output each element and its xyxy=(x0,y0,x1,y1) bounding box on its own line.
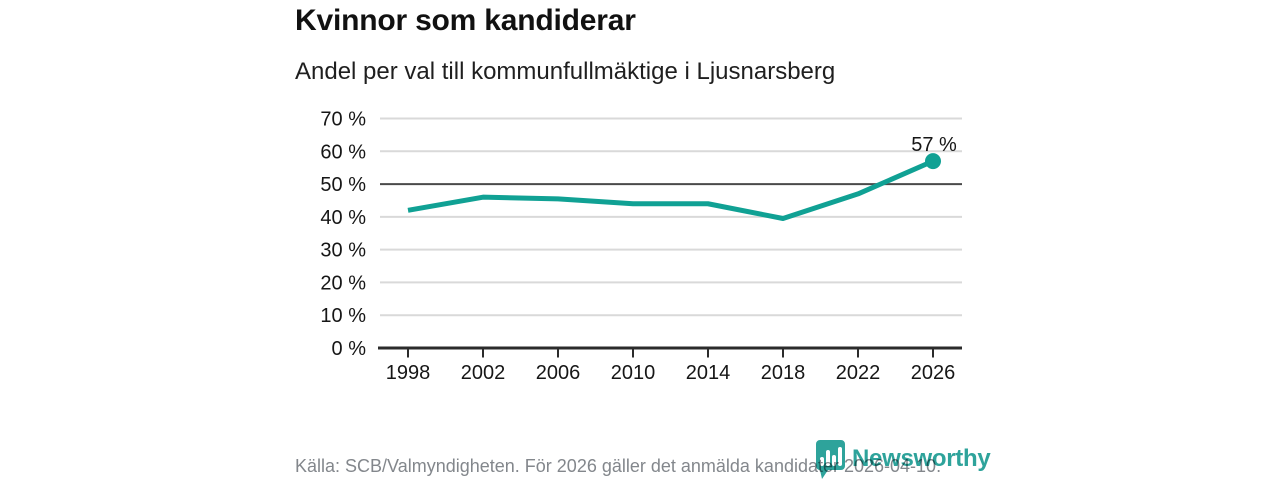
x-axis-label: 2018 xyxy=(761,362,806,384)
logo-bar xyxy=(820,457,824,466)
source-note: Källa: SCB/Valmyndigheten. För 2026 gäll… xyxy=(295,456,942,476)
logo-bar xyxy=(838,447,842,466)
logo-bubble xyxy=(816,440,845,479)
newsworthy-icon xyxy=(816,440,845,479)
data-line xyxy=(407,158,935,221)
chart-title: Kvinnor som kandiderar xyxy=(295,4,636,37)
end-point-label: 57 % xyxy=(911,134,957,156)
logo-bar xyxy=(832,455,836,466)
x-axis-label: 2002 xyxy=(461,362,506,384)
newsworthy-logo: Newsworthy xyxy=(813,438,991,480)
y-axis-label: 20 % xyxy=(320,272,366,294)
x-axis-label: 2014 xyxy=(686,362,731,384)
logo-bar xyxy=(826,450,830,466)
x-axis-label: 2010 xyxy=(611,362,656,384)
y-axis-label: 0 % xyxy=(332,338,367,360)
chart-subtitle: Andel per val till kommunfullmäktige i L… xyxy=(295,58,836,85)
x-axis-label: 2026 xyxy=(911,362,956,384)
y-axis-label: 70 % xyxy=(320,109,366,131)
x-axis-label: 1998 xyxy=(386,362,431,384)
x-axis-label: 2006 xyxy=(536,362,581,384)
x-axis-label: 2022 xyxy=(836,362,881,384)
y-axis-label: 50 % xyxy=(320,174,366,196)
y-axis-label: 40 % xyxy=(320,207,366,229)
y-axis-label: 10 % xyxy=(320,305,366,327)
y-axis-label: 30 % xyxy=(320,240,366,262)
end-point-marker xyxy=(925,153,941,170)
newsworthy-wordmark: Newsworthy xyxy=(852,445,991,472)
y-axis-label: 60 % xyxy=(320,141,366,163)
